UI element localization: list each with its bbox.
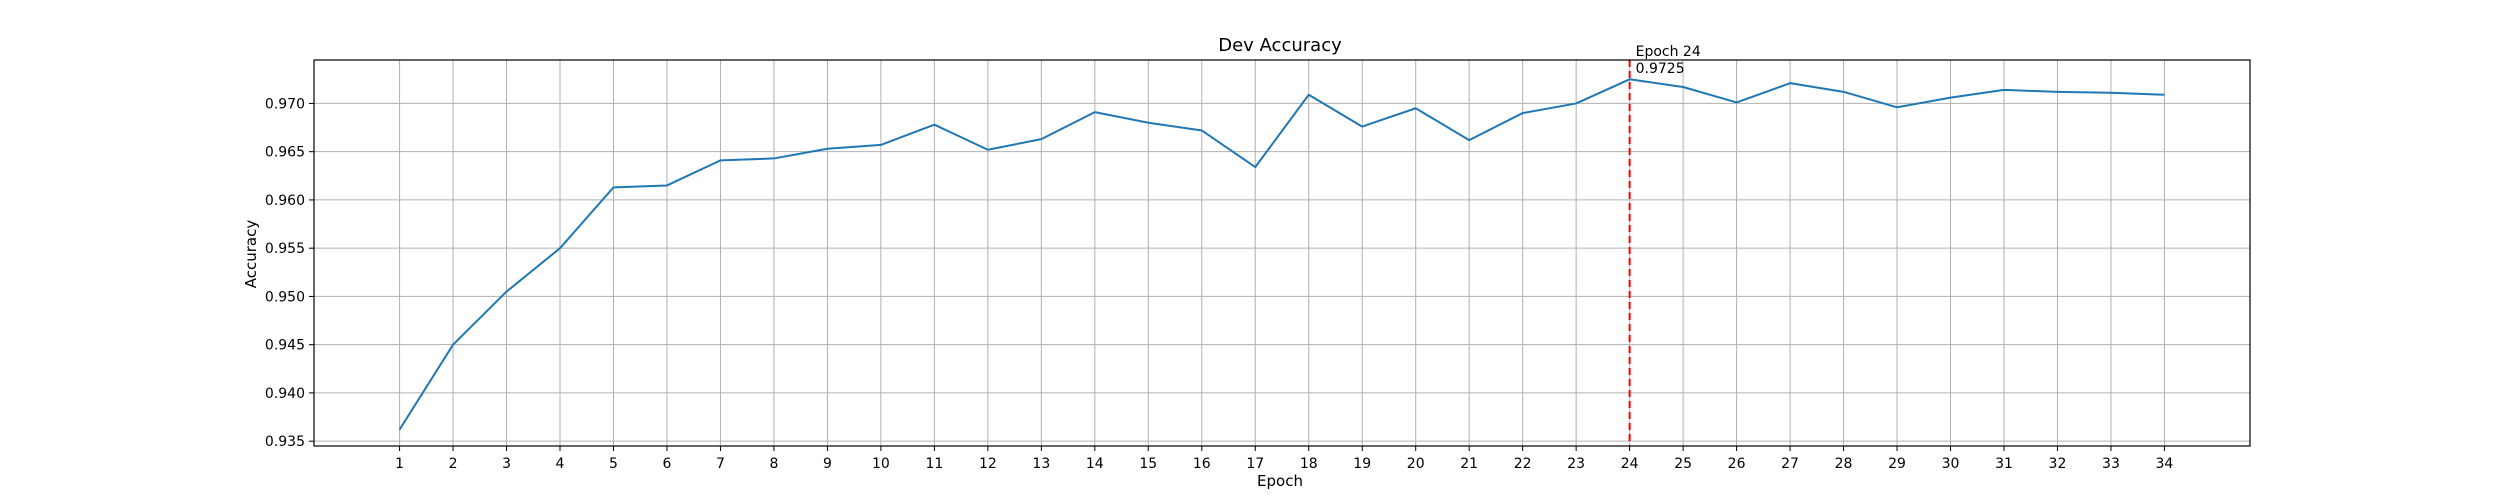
series-line: [398, 78, 2165, 431]
y-tick-label: 0.960: [265, 193, 305, 209]
x-tick-label: 32: [2049, 456, 2067, 472]
marker-layer: Epoch 240.9725: [1628, 44, 1701, 446]
x-tick-label: 9: [823, 456, 832, 472]
y-axis-label: Accuracy: [242, 220, 260, 289]
x-tick-label: 29: [1888, 456, 1906, 472]
x-tick-label: 26: [1728, 456, 1746, 472]
plot-frame: [313, 59, 2251, 447]
marker-label-value: 0.9725: [1636, 61, 1685, 77]
x-tick-label: 11: [925, 456, 943, 472]
x-tick-label: 5: [609, 456, 618, 472]
x-tick-label: 6: [663, 456, 672, 472]
x-tick-label: 1: [395, 456, 404, 472]
y-tick-label: 0.955: [265, 241, 305, 257]
y-tick-label: 0.935: [265, 434, 305, 450]
axis-ticks: 1 2 3 4 5 6 7 8 9 10 11 12 13 14 15 16 17 18 19 20 21 22 23 24 2…: [265, 96, 2174, 472]
x-tick-label: 10: [872, 456, 890, 472]
x-tick-label: 34: [2156, 456, 2174, 472]
x-tick-label: 24: [1621, 456, 1639, 472]
x-tick-label: 21: [1460, 456, 1478, 472]
x-tick-label: 8: [769, 456, 778, 472]
x-tick-label: 31: [1995, 456, 2013, 472]
x-tick-label: 12: [979, 456, 997, 472]
chart-title: Dev Accuracy: [1218, 35, 1342, 56]
x-tick-label: 14: [1086, 456, 1104, 472]
x-tick-label: 7: [716, 456, 725, 472]
x-tick-label: 23: [1567, 456, 1585, 472]
series-layer: [398, 78, 2165, 431]
x-tick-label: 19: [1353, 456, 1371, 472]
x-tick-label: 27: [1781, 456, 1799, 472]
x-tick-label: 22: [1514, 456, 1532, 472]
y-tick-label: 0.965: [265, 145, 305, 161]
y-tick-label: 0.950: [265, 289, 305, 305]
x-tick-label: 25: [1674, 456, 1692, 472]
x-tick-label: 20: [1407, 456, 1425, 472]
x-tick-label: 15: [1139, 456, 1157, 472]
grid-lines: [314, 60, 2250, 446]
x-tick-label: 28: [1835, 456, 1853, 472]
x-tick-label: 30: [1942, 456, 1960, 472]
x-tick-label: 33: [2102, 456, 2120, 472]
y-tick-label: 0.945: [265, 338, 305, 354]
x-tick-label: 3: [502, 456, 511, 472]
x-tick-label: 2: [449, 456, 458, 472]
y-tick-label: 0.940: [265, 386, 305, 402]
marker-label-epoch: Epoch 24: [1636, 44, 1701, 60]
x-tick-label: 18: [1300, 456, 1318, 472]
x-tick-label: 13: [1032, 456, 1050, 472]
y-tick-label: 0.970: [265, 96, 305, 112]
x-tick-label: 16: [1193, 456, 1211, 472]
x-tick-label: 4: [556, 456, 565, 472]
x-axis-label: Epoch: [1257, 472, 1303, 490]
x-tick-label: 17: [1246, 456, 1264, 472]
